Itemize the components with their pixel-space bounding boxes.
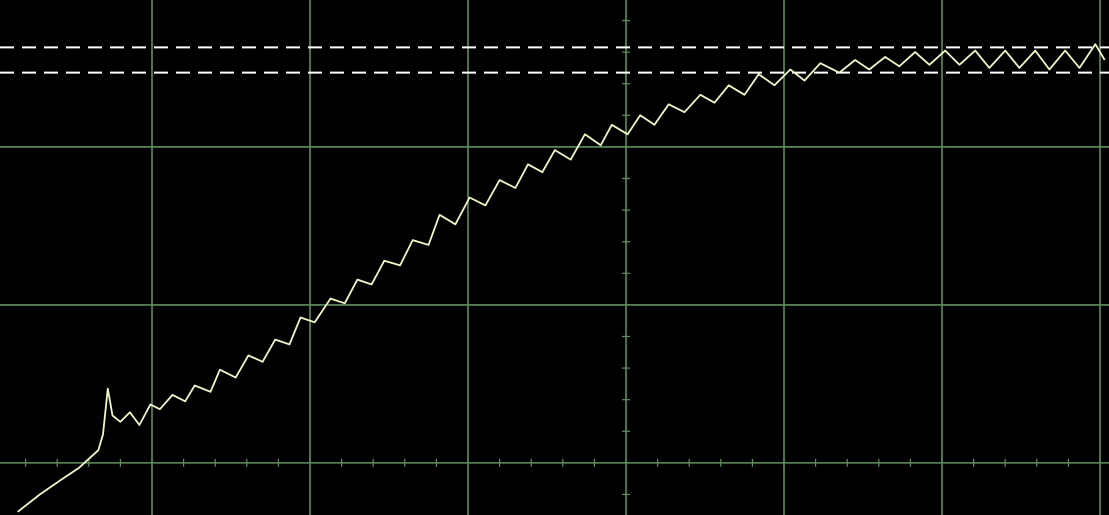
oscilloscope-screen [0, 0, 1109, 515]
page: {"chart_data": { "type": "line", "x": [-… [0, 0, 1109, 515]
